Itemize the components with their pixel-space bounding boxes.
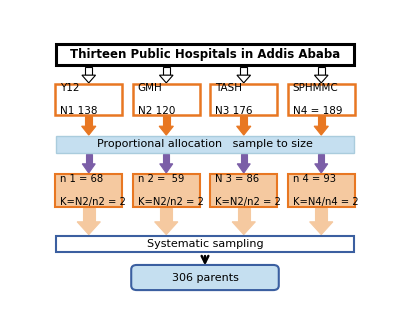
Bar <box>163 154 169 164</box>
Bar <box>86 154 92 164</box>
Bar <box>240 117 247 126</box>
Bar <box>288 84 354 115</box>
Bar <box>163 117 170 126</box>
Polygon shape <box>82 164 95 173</box>
Bar <box>82 208 95 222</box>
Text: Proportional allocation   sample to size: Proportional allocation sample to size <box>97 140 313 150</box>
Bar <box>288 174 354 207</box>
Polygon shape <box>237 164 250 173</box>
Polygon shape <box>232 222 255 234</box>
Bar <box>318 117 325 126</box>
FancyBboxPatch shape <box>131 265 279 290</box>
Polygon shape <box>82 75 96 83</box>
Bar <box>56 136 354 152</box>
Bar <box>240 67 247 75</box>
Text: n 1 = 68

K=N2/n2 = 2: n 1 = 68 K=N2/n2 = 2 <box>60 174 126 207</box>
Text: Y12

N1 138: Y12 N1 138 <box>60 83 98 116</box>
Text: 306 parents: 306 parents <box>172 273 238 283</box>
Bar <box>318 154 324 164</box>
Bar <box>318 67 325 75</box>
Text: TASH

N3 176: TASH N3 176 <box>215 83 252 116</box>
Polygon shape <box>237 126 251 135</box>
Polygon shape <box>160 164 173 173</box>
Polygon shape <box>82 126 96 135</box>
Text: N 3 = 86

K=N2/n2 = 2: N 3 = 86 K=N2/n2 = 2 <box>215 174 281 207</box>
Bar <box>133 84 200 115</box>
Text: GMH

N2 120: GMH N2 120 <box>138 83 175 116</box>
Polygon shape <box>314 75 328 83</box>
Bar <box>56 236 354 252</box>
Polygon shape <box>77 222 100 234</box>
Text: SPHMMC

N4 = 189: SPHMMC N4 = 189 <box>292 83 342 116</box>
Polygon shape <box>237 75 250 83</box>
Polygon shape <box>315 164 328 173</box>
Bar <box>56 174 122 207</box>
Bar <box>238 208 250 222</box>
Bar <box>85 67 92 75</box>
Polygon shape <box>160 75 173 83</box>
Polygon shape <box>314 126 328 135</box>
Bar <box>85 117 92 126</box>
Bar <box>56 44 354 66</box>
Bar <box>210 84 277 115</box>
Bar <box>163 67 170 75</box>
Bar <box>241 154 247 164</box>
Text: n 2 =  59

K=N2/n2 = 2: n 2 = 59 K=N2/n2 = 2 <box>138 174 204 207</box>
Text: Thirteen Public Hospitals in Addis Ababa: Thirteen Public Hospitals in Addis Ababa <box>70 48 340 61</box>
Polygon shape <box>155 222 178 234</box>
Text: Systematic sampling: Systematic sampling <box>147 239 263 249</box>
Text: n 4 = 93

K=N4/n4 = 2: n 4 = 93 K=N4/n4 = 2 <box>292 174 358 207</box>
Polygon shape <box>159 126 173 135</box>
Bar <box>56 84 122 115</box>
Bar <box>210 174 277 207</box>
Bar <box>133 174 200 207</box>
Bar <box>315 208 328 222</box>
Polygon shape <box>310 222 333 234</box>
Bar <box>160 208 172 222</box>
